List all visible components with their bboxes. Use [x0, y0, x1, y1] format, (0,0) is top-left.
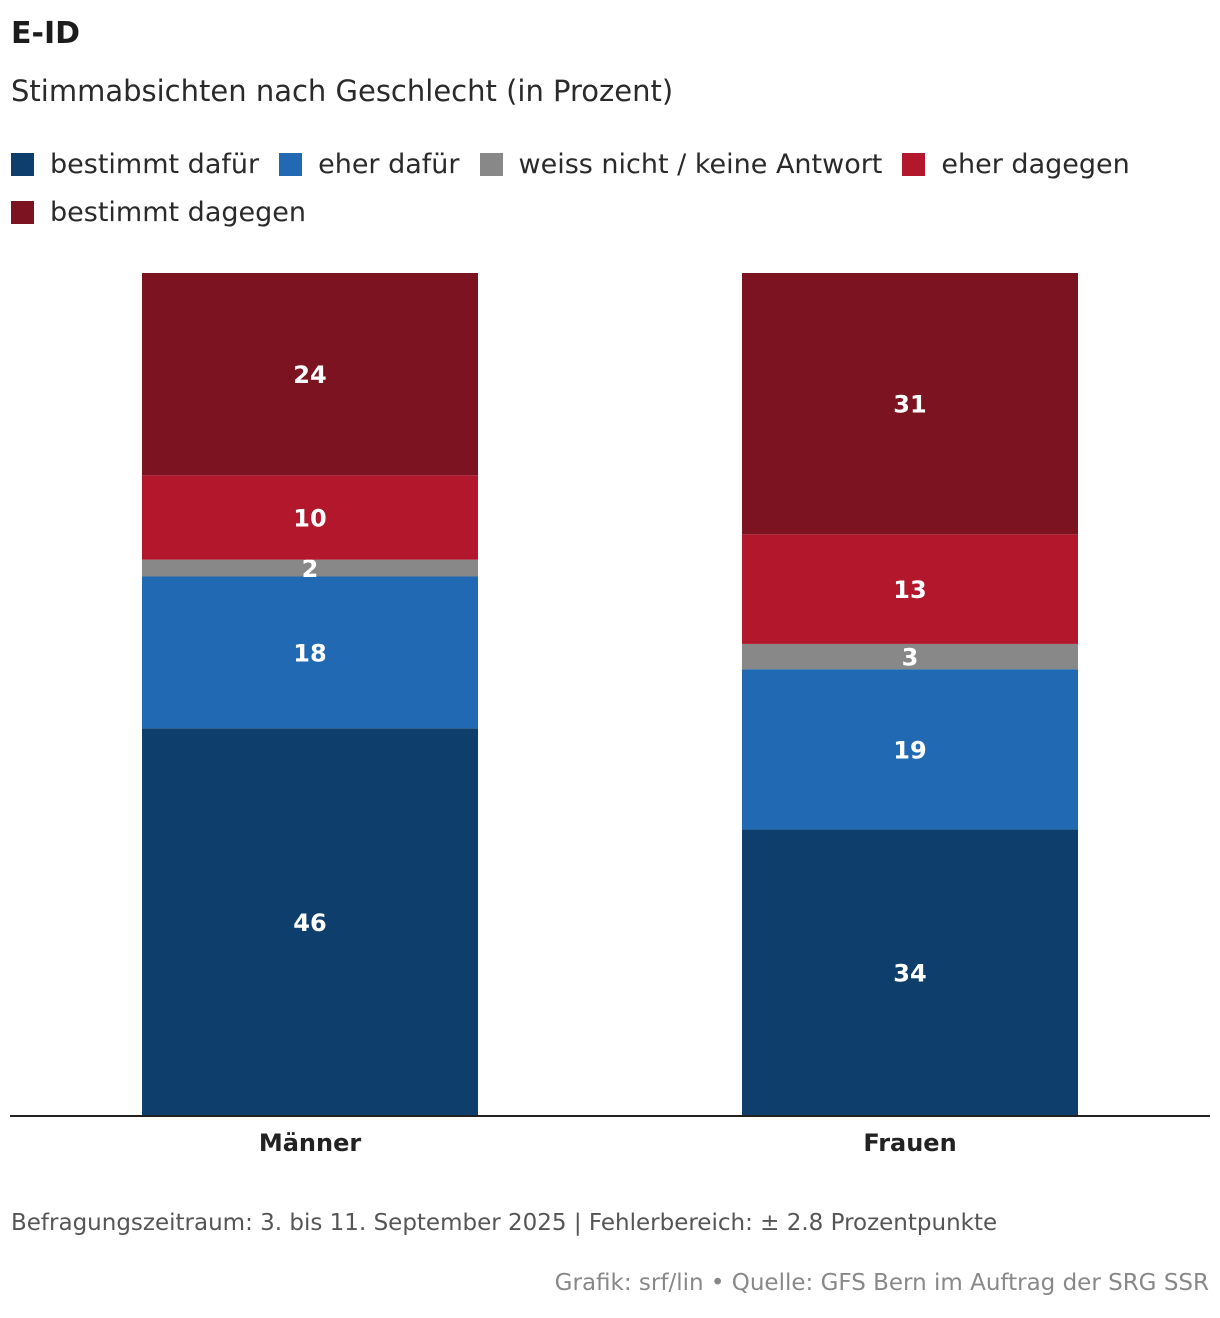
legend-row: bestimmt dafür eher dafür weiss nicht / … — [11, 140, 1211, 188]
data-label: 3 — [902, 644, 919, 672]
category-label: Männer — [259, 1129, 362, 1157]
data-label: 19 — [893, 736, 926, 764]
chart-subtitle: Stimmabsichten nach Geschlecht (in Proze… — [11, 74, 674, 108]
legend-swatch — [479, 152, 503, 176]
bar-segment — [142, 559, 478, 577]
data-label: 46 — [293, 909, 326, 937]
category-label: Frauen — [863, 1129, 956, 1157]
bar-segment — [742, 534, 1078, 644]
source-credit: Grafik: srf/lin • Quelle: GFS Bern im Au… — [554, 1270, 1209, 1296]
data-label: 13 — [893, 576, 926, 604]
bar-segment — [742, 669, 1078, 830]
data-label: 31 — [893, 391, 926, 419]
bar-segment — [142, 273, 478, 476]
data-label: 18 — [293, 639, 326, 667]
bar-segment — [142, 475, 478, 560]
legend-label: weiss nicht / keine Antwort — [518, 148, 883, 180]
legend-item-bestimmt-dafuer: bestimmt dafür — [11, 149, 259, 180]
bar-segment — [142, 728, 478, 1116]
bar-segment — [142, 576, 478, 729]
bar-segment — [742, 643, 1078, 670]
data-label: 24 — [293, 361, 326, 389]
legend-swatch — [11, 152, 34, 176]
data-label: 10 — [293, 504, 326, 532]
legend: bestimmt dafür eher dafür weiss nicht / … — [11, 140, 1211, 236]
legend-item-eher-dagegen: eher dagegen — [902, 148, 1130, 180]
data-label: 34 — [893, 960, 926, 988]
legend-label: eher dagegen — [941, 148, 1130, 180]
legend-swatch — [902, 152, 926, 176]
legend-swatch — [11, 200, 34, 224]
legend-label: eher dafür — [318, 148, 460, 180]
legend-item-weiss-nicht: weiss nicht / keine Antwort — [479, 148, 883, 180]
chart-title: E-ID — [11, 16, 81, 51]
bar-segment — [742, 829, 1078, 1116]
survey-note: Befragungszeitraum: 3. bis 11. September… — [11, 1210, 998, 1236]
legend-row: bestimmt dagegen — [11, 188, 1211, 236]
bar-segment — [742, 273, 1078, 535]
data-label: 2 — [302, 555, 319, 583]
legend-label: bestimmt dafür — [50, 148, 260, 180]
legend-label: bestimmt dagegen — [50, 196, 306, 228]
legend-item-eher-dafuer: eher dafür — [279, 148, 460, 180]
stacked-bar-chart: 46 18 2 10 24 Männer 34 19 3 13 31 Frauen — [10, 273, 1210, 1157]
legend-item-bestimmt-dagegen: bestimmt dagegen — [11, 197, 306, 228]
legend-swatch — [279, 152, 303, 176]
